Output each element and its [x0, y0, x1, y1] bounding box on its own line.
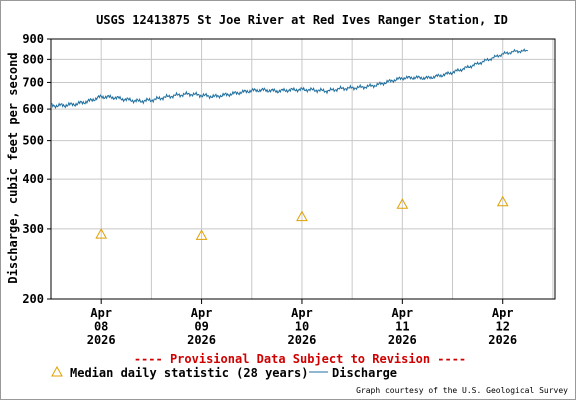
x-tick-label: 09 — [194, 320, 208, 334]
x-tick-label: 2026 — [388, 333, 417, 347]
x-tick-label: 2026 — [488, 333, 517, 347]
x-tick-label: 2026 — [187, 333, 216, 347]
median-point — [95, 228, 108, 239]
y-tick-label: 400 — [22, 172, 44, 186]
x-tick-label: 2026 — [87, 333, 116, 347]
chart-title: USGS 12413875 St Joe River at Red Ives R… — [96, 13, 508, 27]
y-tick-label: 900 — [22, 32, 44, 46]
y-axis: 200 300 400 500 600 700 800 900 — [22, 32, 51, 306]
x-tick-label: Apr — [492, 306, 514, 320]
credit-text: Graph courtesy of the U.S. Geological Su… — [356, 386, 568, 395]
x-tick-label: 08 — [94, 320, 108, 334]
median-point — [496, 195, 509, 207]
y-tick-label: 800 — [22, 52, 44, 66]
x-tick-label: 10 — [295, 320, 309, 334]
legend-median-triangle-icon — [51, 365, 63, 377]
x-tick-label: 2026 — [288, 333, 317, 347]
y-tick-label: 700 — [22, 75, 44, 89]
median-point — [195, 229, 208, 240]
provisional-notice: ---- Provisional Data Subject to Revisio… — [134, 352, 466, 366]
legend-discharge-label: Discharge — [332, 366, 397, 380]
x-tick-label: Apr — [90, 306, 112, 320]
y-tick-label: 300 — [22, 222, 44, 236]
y-tick-label: 500 — [22, 134, 44, 148]
plot-area — [50, 38, 556, 300]
x-tick-label: Apr — [391, 306, 413, 320]
y-tick-label: 200 — [22, 292, 44, 306]
x-axis: Apr082026Apr092026Apr102026Apr112026Apr1… — [87, 299, 517, 347]
median-point — [296, 210, 308, 222]
x-tick-label: 12 — [495, 320, 509, 334]
discharge-line — [50, 48, 529, 110]
legend-median-label: Median daily statistic (28 years) — [70, 366, 308, 380]
legend: Median daily statistic (28 years) Discha… — [51, 365, 397, 380]
series-layer — [50, 48, 529, 240]
y-tick-label: 600 — [22, 102, 44, 116]
x-tick-label: Apr — [191, 306, 213, 320]
gridlines — [51, 38, 555, 300]
median-point — [396, 198, 409, 209]
y-axis-label: Discharge, cubic feet per second — [6, 52, 20, 283]
x-tick-label: 11 — [395, 320, 409, 334]
x-tick-label: Apr — [291, 306, 313, 320]
